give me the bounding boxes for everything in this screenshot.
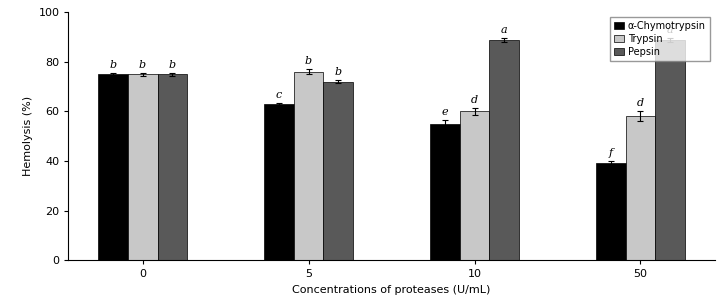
Bar (294, 72, 323, 260)
Text: c: c (275, 90, 282, 100)
Bar (596, 163, 625, 260)
Text: d: d (637, 98, 644, 108)
Text: e: e (441, 107, 448, 117)
Bar (489, 40, 519, 260)
Bar (460, 112, 489, 260)
Text: b: b (335, 68, 342, 78)
Bar (656, 40, 685, 260)
Bar (429, 124, 460, 260)
Text: b: b (109, 60, 116, 70)
Bar (323, 82, 354, 260)
Y-axis label: Hemolysis (%): Hemolysis (%) (23, 96, 33, 176)
Legend: α-Chymotrypsin, Trypsin, Pepsin: α-Chymotrypsin, Trypsin, Pepsin (610, 17, 710, 61)
Text: b: b (169, 60, 176, 70)
Text: b: b (139, 60, 146, 70)
X-axis label: Concentrations of proteases (U/mL): Concentrations of proteases (U/mL) (292, 285, 491, 295)
Text: d: d (471, 95, 478, 105)
Bar (625, 116, 656, 260)
Text: a: a (501, 25, 508, 35)
Text: f: f (609, 148, 612, 158)
Bar (158, 74, 187, 260)
Bar (264, 104, 294, 260)
Text: a: a (667, 25, 674, 35)
Bar (128, 74, 158, 260)
Bar (98, 74, 128, 260)
Text: b: b (305, 56, 312, 66)
